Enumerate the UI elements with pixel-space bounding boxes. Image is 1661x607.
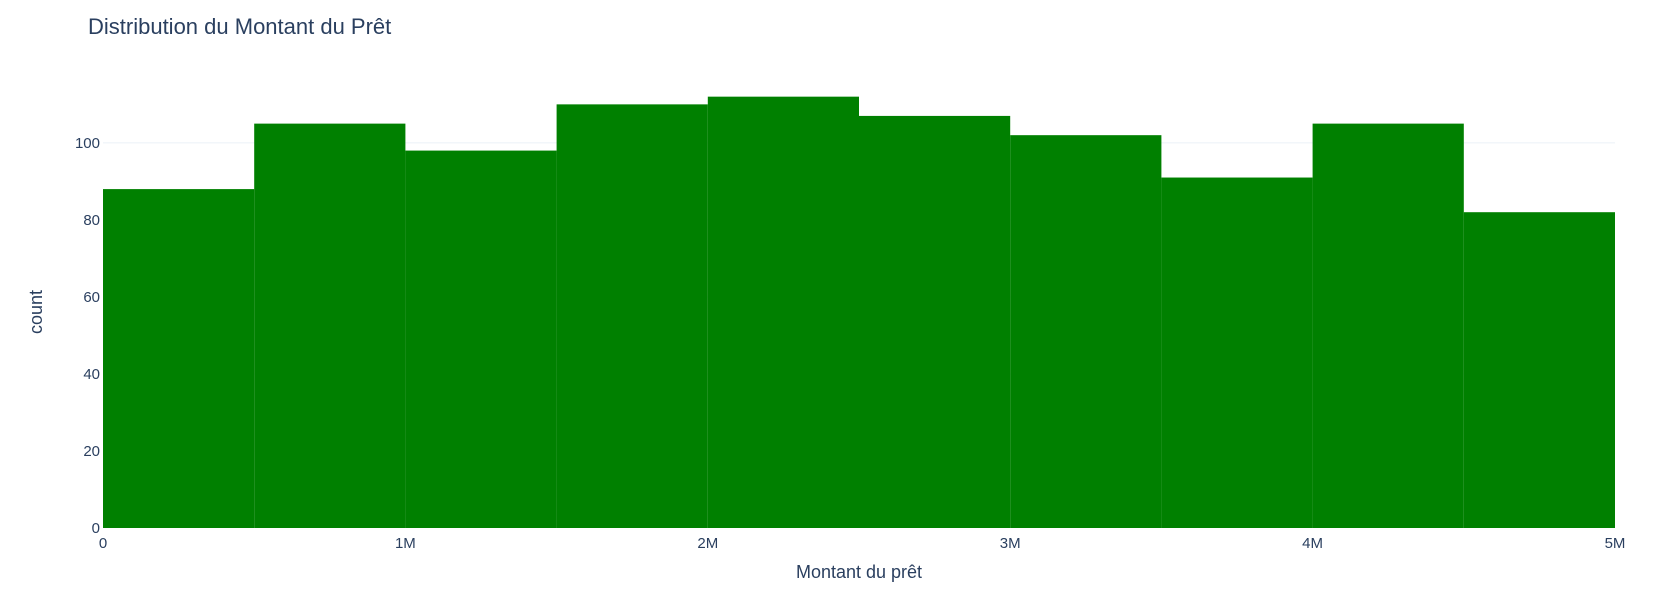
histogram-bar — [103, 189, 255, 528]
y-tick-label: 20 — [83, 443, 100, 460]
y-tick-label: 100 — [75, 135, 100, 152]
histogram-bar — [254, 123, 406, 528]
x-axis-ticks: 0 1M 2M 3M 4M 5M — [99, 535, 1626, 552]
x-tick-label: 0 — [99, 535, 107, 552]
y-tick-label: 0 — [92, 520, 100, 537]
histogram-bar — [405, 150, 557, 529]
histogram-bar — [707, 96, 859, 528]
histogram-bar — [1312, 123, 1464, 528]
x-tick-label: 4M — [1302, 535, 1323, 552]
y-tick-label: 40 — [83, 366, 100, 383]
y-tick-label: 80 — [83, 212, 100, 229]
x-tick-label: 5M — [1605, 535, 1626, 552]
histogram-bars — [103, 96, 1615, 529]
histogram-bar — [859, 115, 1011, 528]
x-tick-label: 3M — [1000, 535, 1021, 552]
histogram-bar — [556, 104, 708, 528]
histogram-bar — [1463, 212, 1615, 528]
x-tick-label: 1M — [395, 535, 416, 552]
x-tick-label: 2M — [697, 535, 718, 552]
histogram-bar — [1010, 135, 1162, 528]
y-axis-title: count — [26, 290, 46, 334]
y-tick-label: 60 — [83, 289, 100, 306]
x-axis-title: Montant du prêt — [796, 562, 922, 582]
y-axis-ticks: 0 20 40 60 80 100 — [75, 135, 100, 537]
chart-title: Distribution du Montant du Prêt — [88, 14, 391, 39]
histogram-bar — [1161, 177, 1313, 529]
